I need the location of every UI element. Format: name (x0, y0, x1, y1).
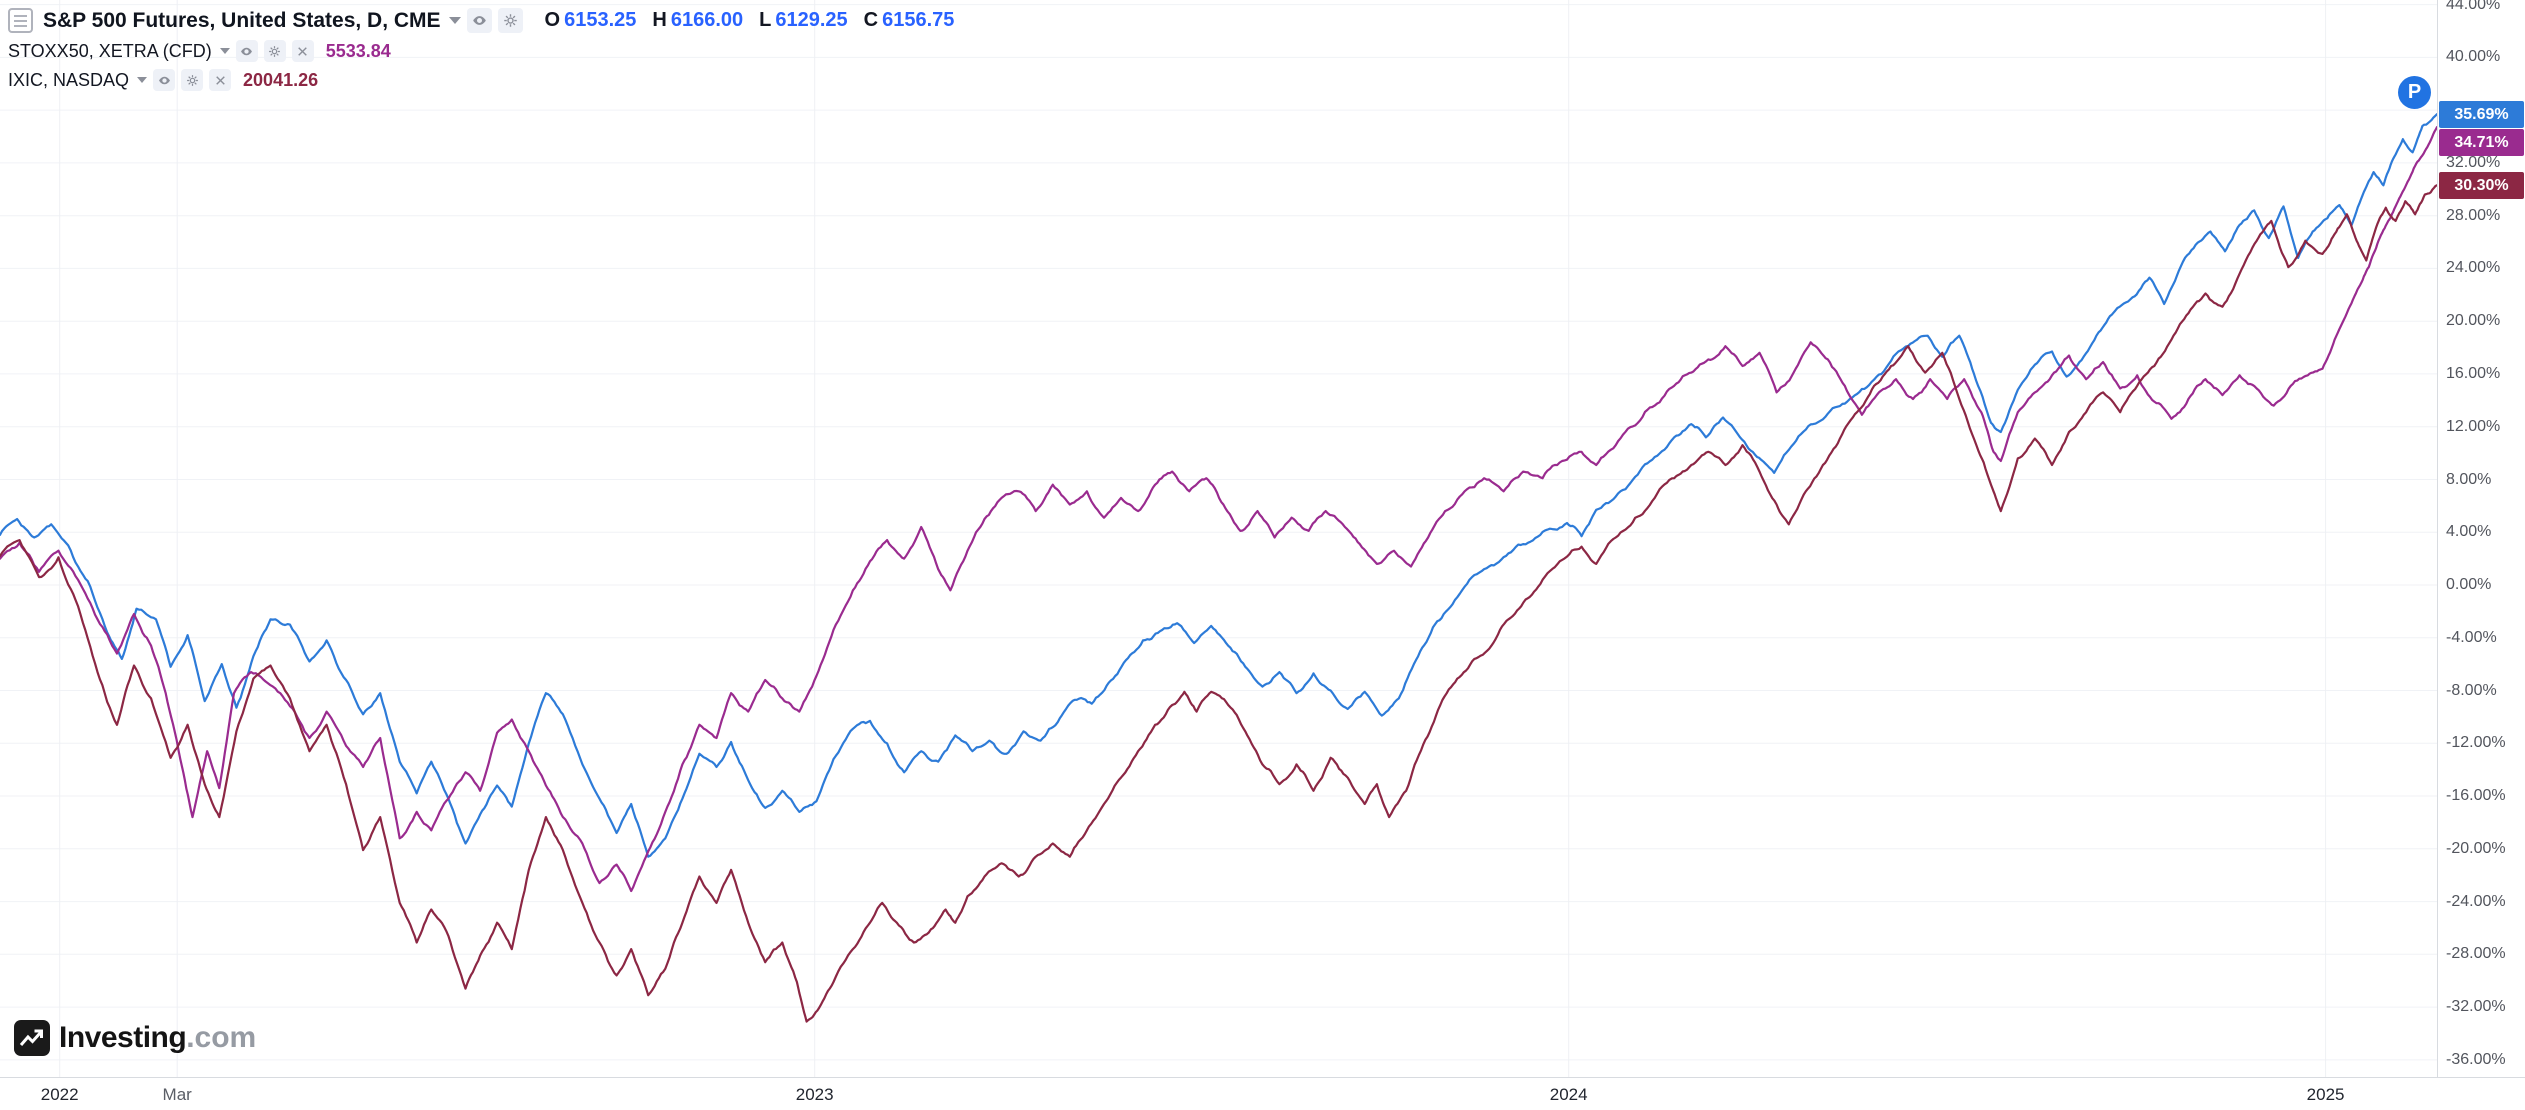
legend: S&P 500 Futures, United States, D, CME O… (8, 8, 954, 98)
y-axis-label: -4.00% (2446, 628, 2497, 646)
y-axis-label: 0.00% (2446, 576, 2492, 593)
ohlc-label: L (759, 9, 772, 31)
ohlc-label: O (544, 9, 561, 31)
compare-symbol-value: 5533.84 (325, 40, 391, 61)
chevron-down-icon[interactable] (448, 17, 461, 24)
gear-icon[interactable] (497, 8, 523, 33)
ohlc-value: 6129.25 (775, 9, 848, 31)
y-axis-label: 8.00% (2446, 470, 2492, 488)
x-axis-label: 2023 (795, 1085, 834, 1104)
main-symbol-row: S&P 500 Futures, United States, D, CME O… (8, 8, 954, 33)
compare-symbol-value: 20041.26 (243, 69, 319, 90)
compare-row-ixic: IXIC, NASDAQ 20041.26 (8, 69, 954, 91)
y-axis-label: -36.00% (2446, 1050, 2506, 1068)
close-icon[interactable] (291, 40, 314, 62)
x-axis-label: 2022 (40, 1085, 79, 1104)
price-label-badge: 35.69% (2439, 100, 2524, 128)
gear-icon[interactable] (181, 69, 204, 91)
y-axis-label: -12.00% (2446, 734, 2506, 752)
y-axis-label: -28.00% (2446, 945, 2506, 963)
pro-badge[interactable]: P (2398, 76, 2431, 109)
compare-symbol-title[interactable]: STOXX50, XETRA (CFD) (8, 40, 212, 61)
main-symbol-title[interactable]: S&P 500 Futures, United States, D, CME (43, 8, 441, 32)
eye-icon[interactable] (153, 69, 176, 91)
y-axis-label: 16.00% (2446, 364, 2501, 382)
y-axis-label: 24.00% (2446, 259, 2501, 277)
time-axis[interactable]: 2022 Mar 2023 2024 2025 (0, 1077, 2525, 1110)
investing-watermark: Investing .com (14, 1020, 256, 1056)
ohlc-value: 6166.00 (670, 9, 744, 31)
y-axis-label: -8.00% (2446, 681, 2497, 699)
y-axis-label: -16.00% (2446, 787, 2506, 804)
y-axis-label: 32.00% (2446, 153, 2501, 171)
ohlc-value: 6156.75 (882, 9, 955, 31)
price-axis[interactable]: 44.00%40.00%36.00%32.00%28.00%24.00%20.0… (2437, 0, 2525, 1077)
y-axis-label: 44.00% (2446, 0, 2501, 13)
watermark-brand: Investing (59, 1021, 187, 1054)
series-line-sp500-futures[interactable] (0, 113, 2437, 858)
price-label-badge: 34.71% (2439, 128, 2524, 156)
x-axis-label: 2025 (2306, 1085, 2345, 1104)
chart-canvas[interactable] (0, 0, 2437, 1077)
y-axis-label: 40.00% (2446, 48, 2501, 66)
series-line-stoxx50[interactable] (0, 126, 2437, 893)
ohlc-value: 6153.25 (564, 9, 637, 31)
compare-row-stoxx50: STOXX50, XETRA (CFD) 5533.84 (8, 40, 954, 62)
ohlc-label: C (863, 9, 879, 31)
chevron-down-icon[interactable] (137, 77, 148, 83)
y-axis-label: 12.00% (2446, 417, 2501, 435)
y-axis-label: -32.00% (2446, 998, 2506, 1016)
watermark-suffix: .com (186, 1021, 257, 1054)
eye-icon[interactable] (235, 40, 258, 62)
ohlc-label: H (652, 9, 667, 31)
y-axis-label: -20.00% (2446, 839, 2506, 857)
investing-logo-icon (14, 1020, 50, 1056)
y-axis-label: 28.00% (2446, 206, 2501, 224)
chevron-down-icon[interactable] (219, 48, 230, 54)
eye-icon[interactable] (466, 8, 492, 33)
gear-icon[interactable] (263, 40, 286, 62)
ohlc-readout: O 6153.25 H 6166.00 L 6129.25 C 6156.75 (529, 9, 955, 32)
series-line-ixic[interactable] (0, 184, 2437, 1023)
close-icon[interactable] (209, 69, 232, 91)
x-axis-label: Mar (162, 1085, 192, 1104)
price-label-badge: 30.30% (2439, 171, 2524, 199)
menu-icon[interactable] (8, 8, 33, 33)
x-axis-label: 2024 (1549, 1085, 1588, 1104)
y-axis-label: 4.00% (2446, 523, 2492, 541)
y-axis-label: 20.00% (2446, 312, 2501, 330)
y-axis-label: -24.00% (2446, 892, 2506, 910)
compare-symbol-title[interactable]: IXIC, NASDAQ (8, 69, 130, 90)
